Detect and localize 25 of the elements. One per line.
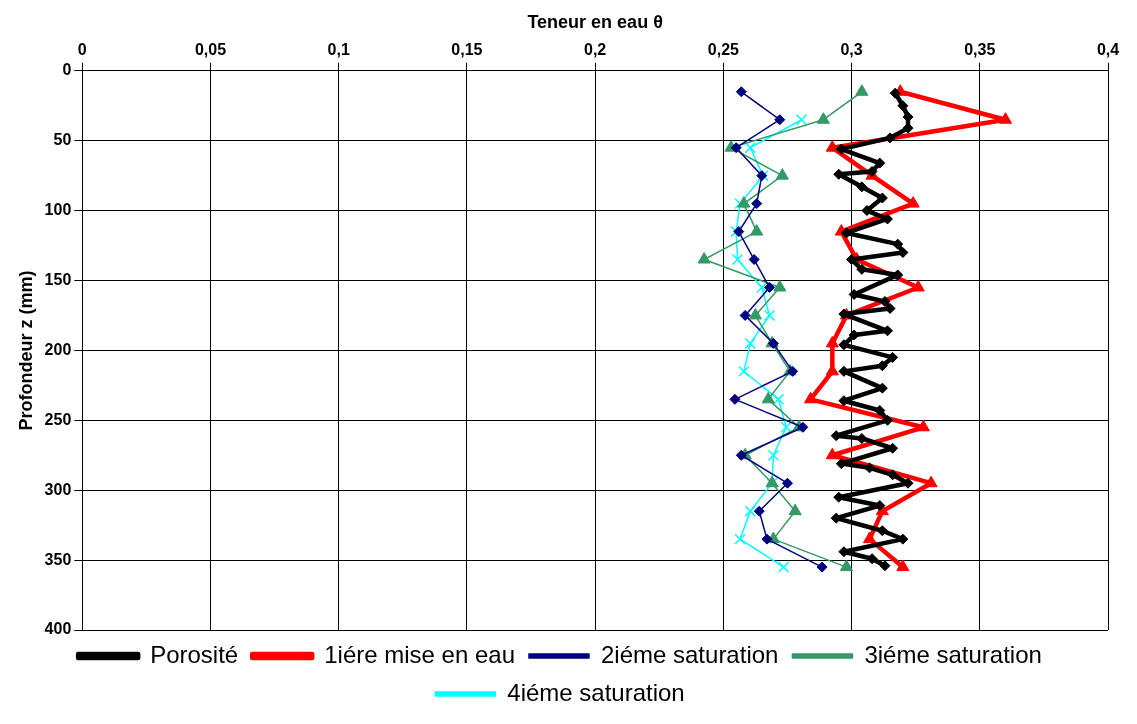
x-tick-label: 0 <box>77 40 87 58</box>
x-tick-label: 0,25 <box>707 40 740 58</box>
y-tick-label: 50 <box>53 131 72 149</box>
y-axis-title: Profondeur z (mm) <box>15 270 36 431</box>
legend-label: 3iéme saturation <box>864 640 1042 668</box>
x-axis-title: Teneur en eau θ <box>527 11 663 32</box>
x-tick-label: 0,15 <box>451 40 483 58</box>
y-tick-label: 200 <box>44 340 72 358</box>
x-tick-label: 0,4 <box>1096 40 1120 58</box>
y-tick-label: 0 <box>62 61 72 79</box>
x-tick-label: 0,05 <box>194 40 227 58</box>
y-tick-label: 100 <box>44 201 72 219</box>
y-tick-label: 250 <box>44 410 72 428</box>
x-tick-label: 0,2 <box>584 40 607 58</box>
y-tick-label: 300 <box>44 480 72 498</box>
legend-label: 4iéme saturation <box>507 678 685 706</box>
legend-label: 2iéme saturation <box>600 640 779 668</box>
x-tick-label: 0,35 <box>964 40 996 58</box>
legend-label: 1iére mise en eau <box>324 640 515 668</box>
x-tick-label: 0,1 <box>327 40 350 58</box>
y-tick-label: 400 <box>44 620 72 638</box>
legend-label: Porosité <box>150 640 239 668</box>
x-tick-label: 0,3 <box>840 40 863 58</box>
y-tick-label: 150 <box>44 270 72 288</box>
y-tick-label: 350 <box>44 550 72 568</box>
